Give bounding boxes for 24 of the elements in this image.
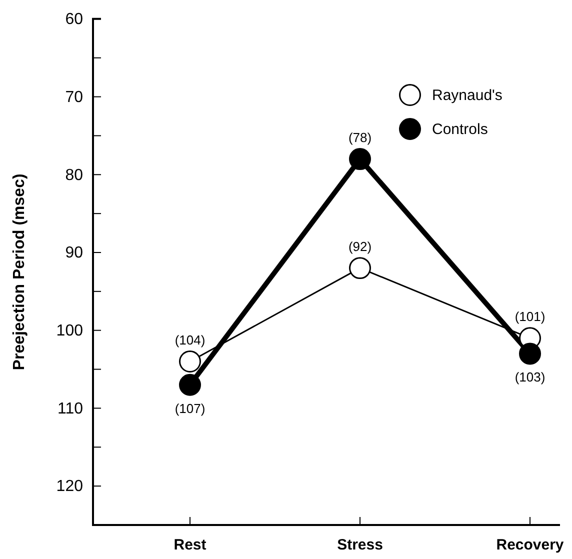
point [519,342,541,365]
point [179,374,201,396]
y-tick-label: 90 [65,244,84,262]
legend-label: Controls [432,121,488,138]
x-tick-label: Rest [174,536,206,554]
data-label: (92) [348,239,372,254]
y-tick-label: 60 [65,11,84,28]
data-label: (78) [348,130,372,146]
data-label: (104) [174,332,206,348]
y-tick-label: 100 [56,322,84,340]
y-axis-title: Preejection Period (msec) [11,174,28,370]
y-tick-label: 70 [65,88,84,106]
x-tick-label: Recovery [496,536,564,554]
legend-label: Raynaud's [432,87,502,104]
y-tick-label: 120 [56,478,84,496]
point [349,257,371,280]
x-tick-label: Stress [337,536,383,554]
data-label: (103) [514,370,546,385]
y-tick-label: 110 [57,400,84,418]
data-label: (101) [514,309,546,324]
data-label: (107) [174,400,206,416]
point [179,350,201,372]
y-tick-label: 80 [65,166,84,184]
point [349,148,371,170]
